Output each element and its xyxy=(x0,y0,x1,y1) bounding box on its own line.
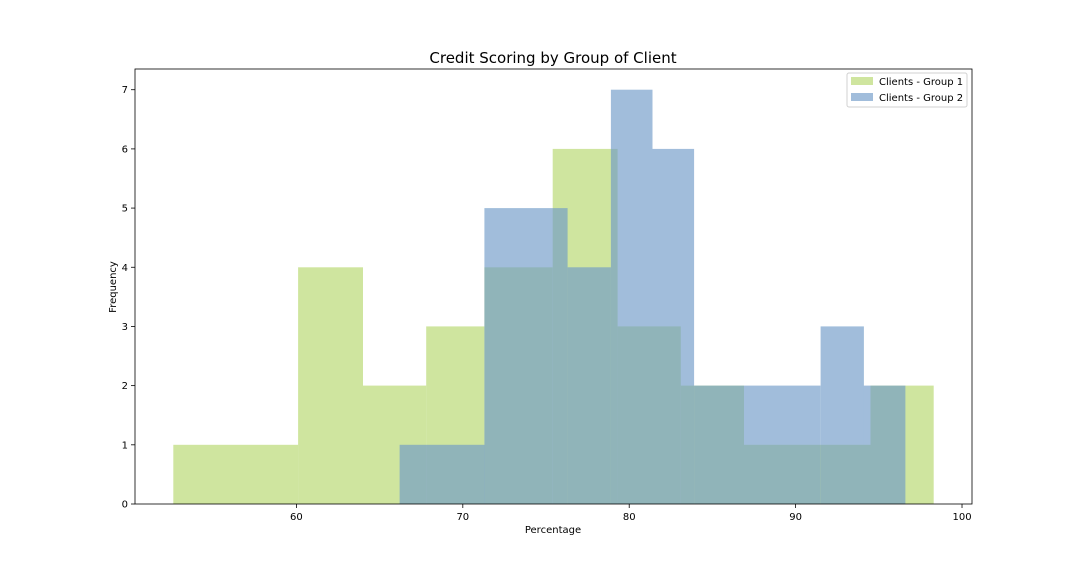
x-tick-label-70: 70 xyxy=(456,512,469,523)
plot-frame xyxy=(134,68,973,505)
legend-swatch-group-2 xyxy=(851,93,873,101)
x-tick-label-80: 80 xyxy=(623,512,636,523)
axes-layer: 60 70 80 90 100 0 1 2 3 4 5 6 7 xyxy=(122,68,973,523)
bar-group-2-bin-9 xyxy=(863,385,906,504)
y-tick-label-6: 6 xyxy=(122,144,128,155)
bar-group-2-bin-3 xyxy=(567,267,611,504)
x-tick-label-90: 90 xyxy=(789,512,802,523)
bar-group-2-bin-4 xyxy=(610,89,653,504)
bar-group-1-bin-2 xyxy=(298,267,363,504)
x-axis-label: Percentage xyxy=(525,525,581,536)
y-axis-label: Frequency xyxy=(108,261,119,313)
y-tick-label-7: 7 xyxy=(122,85,128,96)
y-tick-label-0: 0 xyxy=(122,500,128,511)
bar-group-2-bin-1 xyxy=(399,444,485,504)
bar-group-2-bin-6 xyxy=(694,385,744,504)
y-tick-label-3: 3 xyxy=(122,322,128,333)
y-tick-label-4: 4 xyxy=(122,263,128,274)
bar-group-2-bin-8 xyxy=(820,326,864,504)
bar-group-2-bin-5 xyxy=(652,148,695,504)
legend-swatch-group-1 xyxy=(851,77,873,85)
bar-group-1-bin-1 xyxy=(173,444,299,504)
legend-frame xyxy=(846,72,968,108)
chart-title: Credit Scoring by Group of Client xyxy=(429,49,676,67)
x-tick-label-60: 60 xyxy=(290,512,303,523)
bar-group-2-bin-7 xyxy=(744,385,821,504)
bars-layer xyxy=(173,89,934,504)
y-tick-label-2: 2 xyxy=(122,381,128,392)
legend-label-group-1: Clients - Group 1 xyxy=(879,77,963,88)
y-tick-label-5: 5 xyxy=(122,204,128,215)
y-tick-label-1: 1 xyxy=(122,440,128,451)
legend: Clients - Group 1 Clients - Group 2 xyxy=(846,72,968,108)
bar-group-2-bin-2 xyxy=(484,208,568,504)
x-tick-label-100: 100 xyxy=(952,512,971,523)
legend-label-group-2: Clients - Group 2 xyxy=(879,93,963,104)
